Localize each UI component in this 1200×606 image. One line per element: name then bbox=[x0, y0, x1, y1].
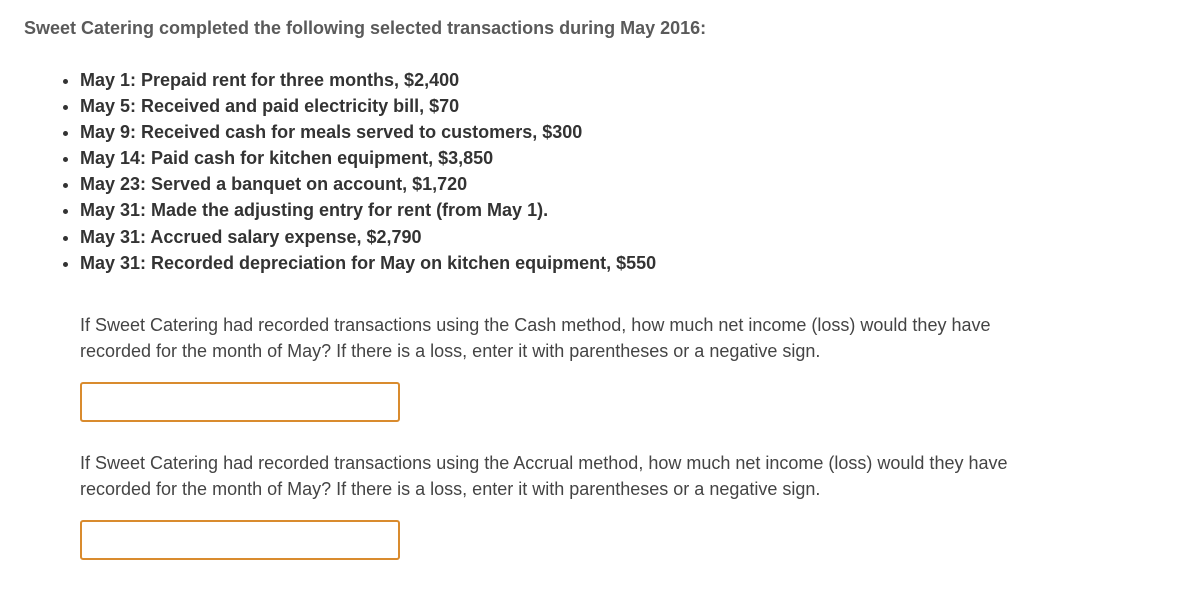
cash-method-input[interactable] bbox=[80, 382, 400, 422]
page-heading: Sweet Catering completed the following s… bbox=[24, 18, 1176, 39]
list-item: May 1: Prepaid rent for three months, $2… bbox=[80, 67, 1176, 93]
list-item: May 31: Accrued salary expense, $2,790 bbox=[80, 224, 1176, 250]
accrual-method-input[interactable] bbox=[80, 520, 400, 560]
list-item: May 14: Paid cash for kitchen equipment,… bbox=[80, 145, 1176, 171]
list-item: May 23: Served a banquet on account, $1,… bbox=[80, 171, 1176, 197]
list-item: May 9: Received cash for meals served to… bbox=[80, 119, 1176, 145]
question-cash-method: If Sweet Catering had recorded transacti… bbox=[80, 312, 1060, 422]
question-prompt: If Sweet Catering had recorded transacti… bbox=[80, 312, 1060, 364]
list-item: May 31: Made the adjusting entry for ren… bbox=[80, 197, 1176, 223]
question-prompt: If Sweet Catering had recorded transacti… bbox=[80, 450, 1060, 502]
list-item: May 5: Received and paid electricity bil… bbox=[80, 93, 1176, 119]
transaction-list: May 1: Prepaid rent for three months, $2… bbox=[80, 67, 1176, 276]
question-accrual-method: If Sweet Catering had recorded transacti… bbox=[80, 450, 1060, 560]
list-item: May 31: Recorded depreciation for May on… bbox=[80, 250, 1176, 276]
